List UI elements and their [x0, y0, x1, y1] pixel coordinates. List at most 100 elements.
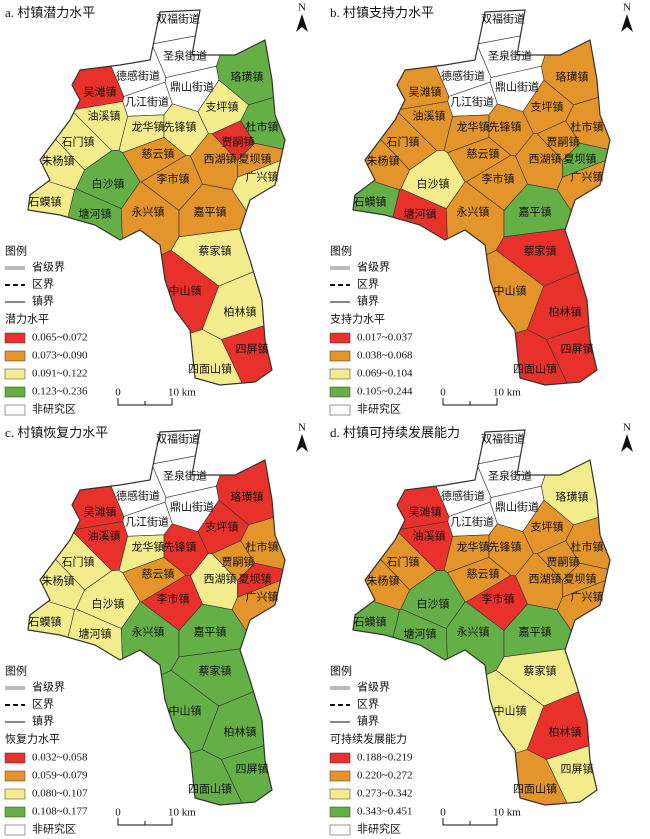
town-label: 吴滩镇 — [84, 505, 117, 519]
legend-swatch — [4, 770, 26, 782]
legend-label: 0.091~0.122 — [32, 368, 87, 380]
town-label: 四屏镇 — [236, 762, 269, 776]
legend-label: 非研究区 — [32, 822, 76, 836]
town-label: 西湖镇 — [529, 572, 562, 586]
boundary — [27, 429, 286, 806]
legend-title: 支持力水平 — [330, 312, 385, 326]
map-panel: 双福街道圣泉街道德感街道鼎山街道几江街道吴滩镇油溪镇石门镇朱杨镇白沙镇石蟆镇塘河… — [329, 422, 633, 836]
town-label: 几江街道 — [125, 515, 169, 529]
town-label: 鼎山街道 — [495, 500, 539, 514]
legend-swatch — [4, 806, 26, 818]
town-label: 四面山镇 — [513, 782, 557, 796]
town-label: 永兴镇 — [457, 205, 490, 219]
legend-heading: 图例 — [5, 664, 27, 678]
town-label: 白沙镇 — [417, 177, 450, 191]
town-label: 吴滩镇 — [84, 85, 117, 99]
legend-label: 区界 — [357, 278, 379, 291]
legend-label: 0.105~0.244 — [357, 386, 413, 398]
legend-label: 0.220~0.272 — [357, 770, 412, 782]
town-label: 四屏镇 — [561, 762, 594, 776]
town-label: 夏坝镇 — [239, 572, 272, 586]
town-label: 柏林镇 — [549, 725, 582, 739]
town-label: 支坪镇 — [206, 100, 239, 114]
legend-swatch — [329, 386, 351, 398]
legend-swatch — [329, 788, 351, 800]
town-label: 双福街道 — [156, 432, 200, 446]
scale-label: 0 — [115, 807, 121, 819]
legend-swatch — [329, 770, 351, 782]
legend-label: 0.188~0.219 — [357, 752, 413, 764]
boundary — [27, 9, 286, 386]
legend-label: 区界 — [357, 698, 379, 711]
town-label: 几江街道 — [450, 95, 494, 109]
town-label: 中山镇 — [494, 284, 527, 298]
town-label: 四面山镇 — [513, 362, 557, 376]
town-label: 珞璜镇 — [231, 70, 264, 84]
town-label: 嘉平镇 — [519, 625, 552, 639]
legend-swatch — [4, 332, 26, 344]
legend-label: 0.273~0.342 — [357, 788, 412, 800]
map-panel: 双福街道圣泉街道德感街道鼎山街道几江街道吴滩镇油溪镇石门镇朱杨镇白沙镇石蟆镇塘河… — [329, 2, 633, 416]
legend-label: 省级界 — [357, 261, 390, 274]
town-label: 永兴镇 — [132, 205, 165, 219]
town-label: 珞璜镇 — [231, 490, 264, 504]
north-label: N — [623, 422, 631, 434]
town-label: 李市镇 — [482, 592, 515, 606]
scale-label: 10 km — [493, 807, 521, 819]
town-label: 四屏镇 — [236, 342, 269, 356]
town-label: 广兴镇 — [571, 170, 604, 184]
town-label: 几江街道 — [450, 515, 494, 529]
panel-title: d. 村镇可持续发展能力 — [330, 425, 460, 440]
legend-swatch — [4, 824, 26, 836]
legend-label: 非研究区 — [357, 822, 401, 836]
town-label: 珞璜镇 — [556, 70, 589, 84]
town-label: 圣泉街道 — [488, 49, 532, 63]
town-label: 先锋镇 — [164, 120, 197, 134]
town-label: 德感街道 — [116, 489, 160, 503]
map-panel: 双福街道圣泉街道德感街道鼎山街道几江街道吴滩镇油溪镇石门镇朱杨镇白沙镇石蟆镇塘河… — [4, 2, 308, 416]
town-label: 塘河镇 — [79, 207, 112, 221]
panel-title: c. 村镇恢复力水平 — [5, 425, 108, 440]
town-label: 永兴镇 — [132, 625, 165, 639]
town-label: 李市镇 — [157, 172, 190, 186]
town-label: 朱杨镇 — [42, 154, 75, 168]
town-label: 广兴镇 — [246, 170, 279, 184]
town-label: 朱杨镇 — [367, 574, 400, 588]
panel-title: b. 村镇支持力水平 — [330, 5, 434, 20]
legend-label: 0.343~0.451 — [357, 806, 412, 818]
town-label: 柏林镇 — [224, 725, 257, 739]
legend-heading: 图例 — [5, 244, 27, 258]
town-label: 石蟆镇 — [354, 195, 387, 209]
town-label: 柏林镇 — [224, 305, 257, 319]
town-label: 龙华镇 — [132, 120, 165, 134]
town-label: 慈云镇 — [467, 147, 500, 161]
town-label: 石门镇 — [62, 135, 95, 149]
legend-swatch — [329, 806, 351, 818]
town-label: 朱杨镇 — [42, 574, 75, 588]
town-label: 先锋镇 — [164, 540, 197, 554]
town-label: 广兴镇 — [246, 590, 279, 604]
legend-title: 可持续发展能力 — [330, 732, 407, 746]
town-label: 油溪镇 — [413, 529, 446, 543]
town-label: 西湖镇 — [204, 152, 237, 166]
legend-swatch — [4, 788, 26, 800]
town-label: 珞璜镇 — [556, 490, 589, 504]
town-label: 德感街道 — [116, 69, 160, 83]
town-label: 慈云镇 — [142, 147, 175, 161]
town-label: 鼎山街道 — [495, 80, 539, 94]
scale-label: 10 km — [168, 807, 196, 819]
town-label: 石蟆镇 — [354, 615, 387, 629]
town-label: 圣泉街道 — [488, 469, 532, 483]
town-label: 鼎山街道 — [170, 500, 214, 514]
legend-title: 恢复力水平 — [5, 732, 60, 746]
legend-swatch — [4, 404, 26, 416]
town-label: 西湖镇 — [204, 572, 237, 586]
legend-swatch — [4, 350, 26, 362]
town-label: 杜市镇 — [246, 120, 279, 134]
legend-label: 区界 — [32, 278, 54, 291]
town-label: 石门镇 — [62, 555, 95, 569]
legend-heading: 图例 — [330, 244, 352, 258]
town-label: 中山镇 — [169, 284, 202, 298]
town-label: 杜市镇 — [571, 540, 604, 554]
town-label: 油溪镇 — [88, 529, 121, 543]
